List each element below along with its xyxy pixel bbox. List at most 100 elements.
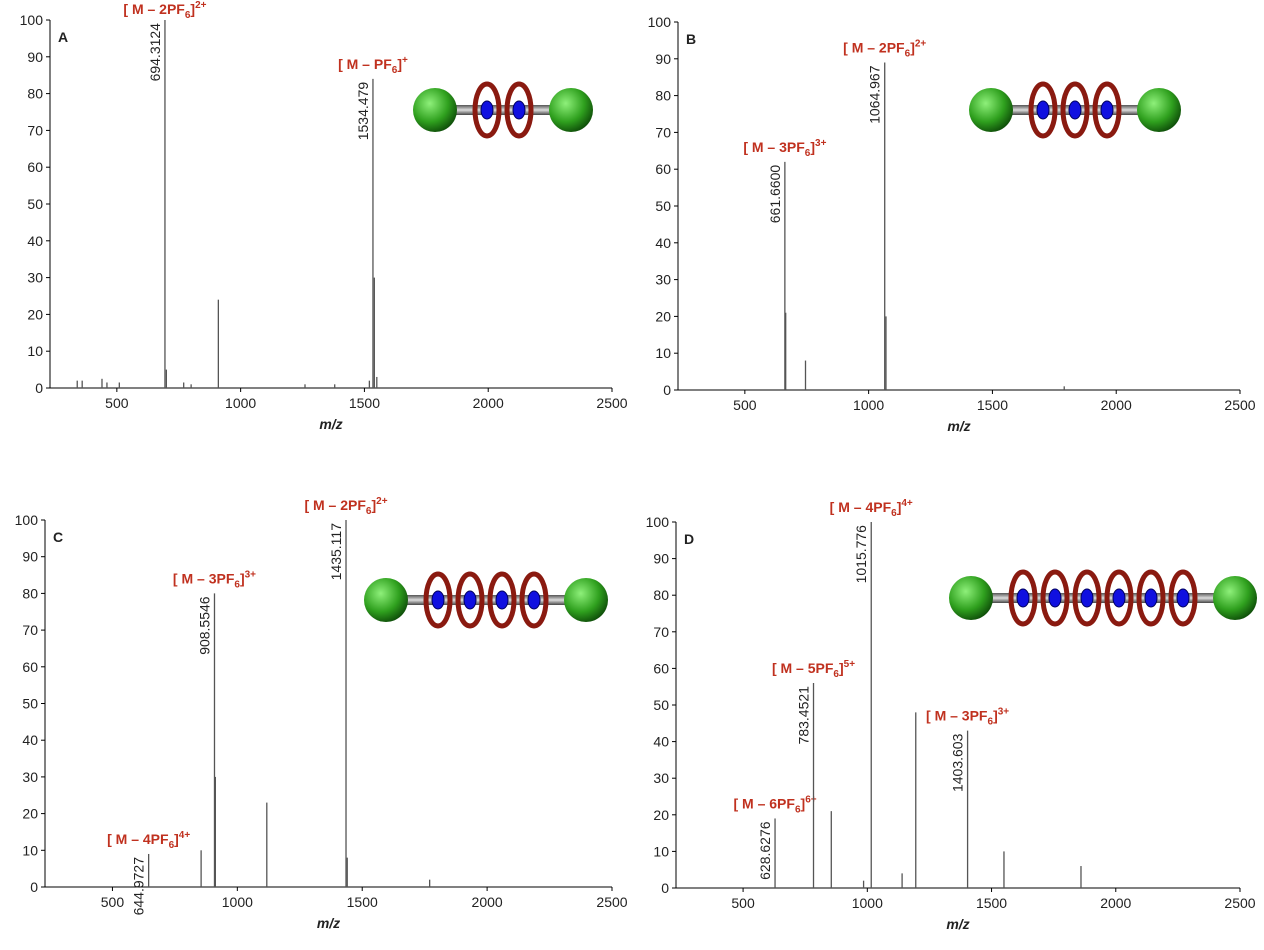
ring — [504, 81, 534, 139]
ion-bracket: ] — [397, 56, 402, 72]
ion-label: [ M – 3PF6]3+ — [926, 707, 1009, 728]
x-tick-label: 1000 — [853, 397, 884, 413]
panel-label: A — [58, 29, 68, 45]
panel-label: C — [53, 529, 63, 545]
ring — [1104, 569, 1134, 627]
peak-label: 1435.117 — [328, 523, 344, 581]
ion-subscript: 6 — [905, 48, 911, 59]
ion-charge: 5+ — [844, 659, 856, 670]
station — [1080, 588, 1094, 608]
ion-label: [ M – 3PF6]3+ — [743, 138, 826, 159]
panel-label: D — [684, 531, 694, 547]
ion-subscript: 6 — [795, 804, 801, 815]
station — [495, 590, 509, 610]
y-tick-label: 40 — [27, 233, 43, 249]
ring — [472, 81, 502, 139]
x-axis-label: m/z — [946, 916, 969, 932]
station — [1176, 588, 1190, 608]
x-tick-label: 2000 — [472, 894, 503, 910]
x-tick-label: 1000 — [225, 395, 256, 411]
y-tick-label: 20 — [27, 306, 43, 322]
x-tick-label: 500 — [731, 895, 755, 911]
peak-label: 908.5546 — [196, 596, 212, 655]
x-tick-label: 1500 — [976, 895, 1007, 911]
y-tick-label: 20 — [22, 806, 38, 822]
panel-label: B — [686, 31, 696, 47]
station — [527, 590, 541, 610]
ring — [1040, 569, 1070, 627]
stopper — [413, 88, 457, 132]
ion-formula: [ M – 3PF — [173, 570, 235, 586]
axle — [435, 105, 571, 115]
x-tick-label: 1500 — [347, 894, 378, 910]
ion-subscript: 6 — [392, 65, 398, 76]
ion-charge: 3+ — [245, 569, 257, 580]
y-tick-label: 60 — [653, 660, 669, 676]
y-tick-label: 30 — [653, 770, 669, 786]
ion-label: [ M – 6PF6]6+ — [733, 794, 816, 815]
y-tick-label: 70 — [653, 624, 669, 640]
y-tick-label: 0 — [661, 880, 669, 896]
ion-formula: [ M – 5PF — [772, 660, 834, 676]
station — [512, 100, 526, 120]
ring — [1136, 569, 1166, 627]
ion-charge: 6+ — [805, 794, 817, 805]
y-tick-label: 30 — [22, 769, 38, 785]
ring — [1072, 569, 1102, 627]
ring — [1028, 81, 1058, 139]
ion-formula: [ M – 2PF — [123, 1, 185, 17]
ion-subscript: 6 — [805, 148, 811, 159]
y-tick-label: 90 — [655, 51, 671, 67]
ring — [1008, 569, 1038, 627]
y-tick-label: 60 — [22, 659, 38, 675]
ion-bracket: ] — [240, 570, 245, 586]
ion-label: [ M – 5PF6]5+ — [772, 659, 855, 680]
y-tick-label: 70 — [655, 124, 671, 140]
x-tick-label: 500 — [733, 397, 757, 413]
x-tick-label: 2500 — [1224, 895, 1255, 911]
y-tick-label: 80 — [27, 86, 43, 102]
station — [431, 590, 445, 610]
stopper — [1137, 88, 1181, 132]
x-tick-label: 500 — [105, 395, 129, 411]
station — [1144, 588, 1158, 608]
ion-bracket: ] — [371, 497, 376, 513]
y-tick-label: 80 — [653, 587, 669, 603]
ring — [519, 571, 549, 629]
ion-label: [ M – 3PF6]3+ — [173, 569, 256, 590]
ion-subscript: 6 — [366, 506, 372, 517]
y-tick-label: 0 — [35, 380, 43, 396]
ion-bracket: ] — [910, 39, 915, 55]
x-tick-label: 1500 — [349, 395, 380, 411]
y-tick-label: 50 — [653, 697, 669, 713]
ion-subscript: 6 — [185, 10, 191, 21]
axle — [386, 595, 586, 605]
y-tick-label: 90 — [22, 549, 38, 565]
y-tick-label: 10 — [22, 842, 38, 858]
panel: 0 10 20 30 40 50 60 70 80 90 100 500 1000 1500 2000 250… — [648, 14, 1256, 434]
ion-formula: [ M – PF — [338, 56, 392, 72]
y-tick-label: 20 — [653, 807, 669, 823]
y-tick-label: 30 — [655, 272, 671, 288]
y-tick-label: 40 — [655, 235, 671, 251]
ion-bracket: ] — [801, 795, 806, 811]
x-tick-label: 500 — [101, 894, 125, 910]
ion-bracket: ] — [810, 139, 815, 155]
x-tick-label: 2000 — [473, 395, 504, 411]
ion-charge: 2+ — [376, 496, 388, 507]
ion-formula: [ M – 2PF — [304, 497, 366, 513]
y-tick-label: 100 — [20, 12, 44, 28]
ion-label: [ M – 2PF6]2+ — [123, 0, 206, 21]
ion-bracket: ] — [174, 831, 179, 847]
peak-label: 783.4521 — [796, 686, 812, 745]
y-tick-label: 0 — [663, 382, 671, 398]
y-tick-label: 60 — [655, 161, 671, 177]
y-tick-label: 100 — [15, 512, 39, 528]
station — [463, 590, 477, 610]
y-tick-label: 40 — [22, 732, 38, 748]
ion-charge: 2+ — [915, 38, 927, 49]
y-tick-label: 10 — [653, 843, 669, 859]
y-tick-label: 0 — [30, 879, 38, 895]
x-tick-label: 2500 — [1224, 397, 1255, 413]
y-tick-label: 50 — [22, 696, 38, 712]
